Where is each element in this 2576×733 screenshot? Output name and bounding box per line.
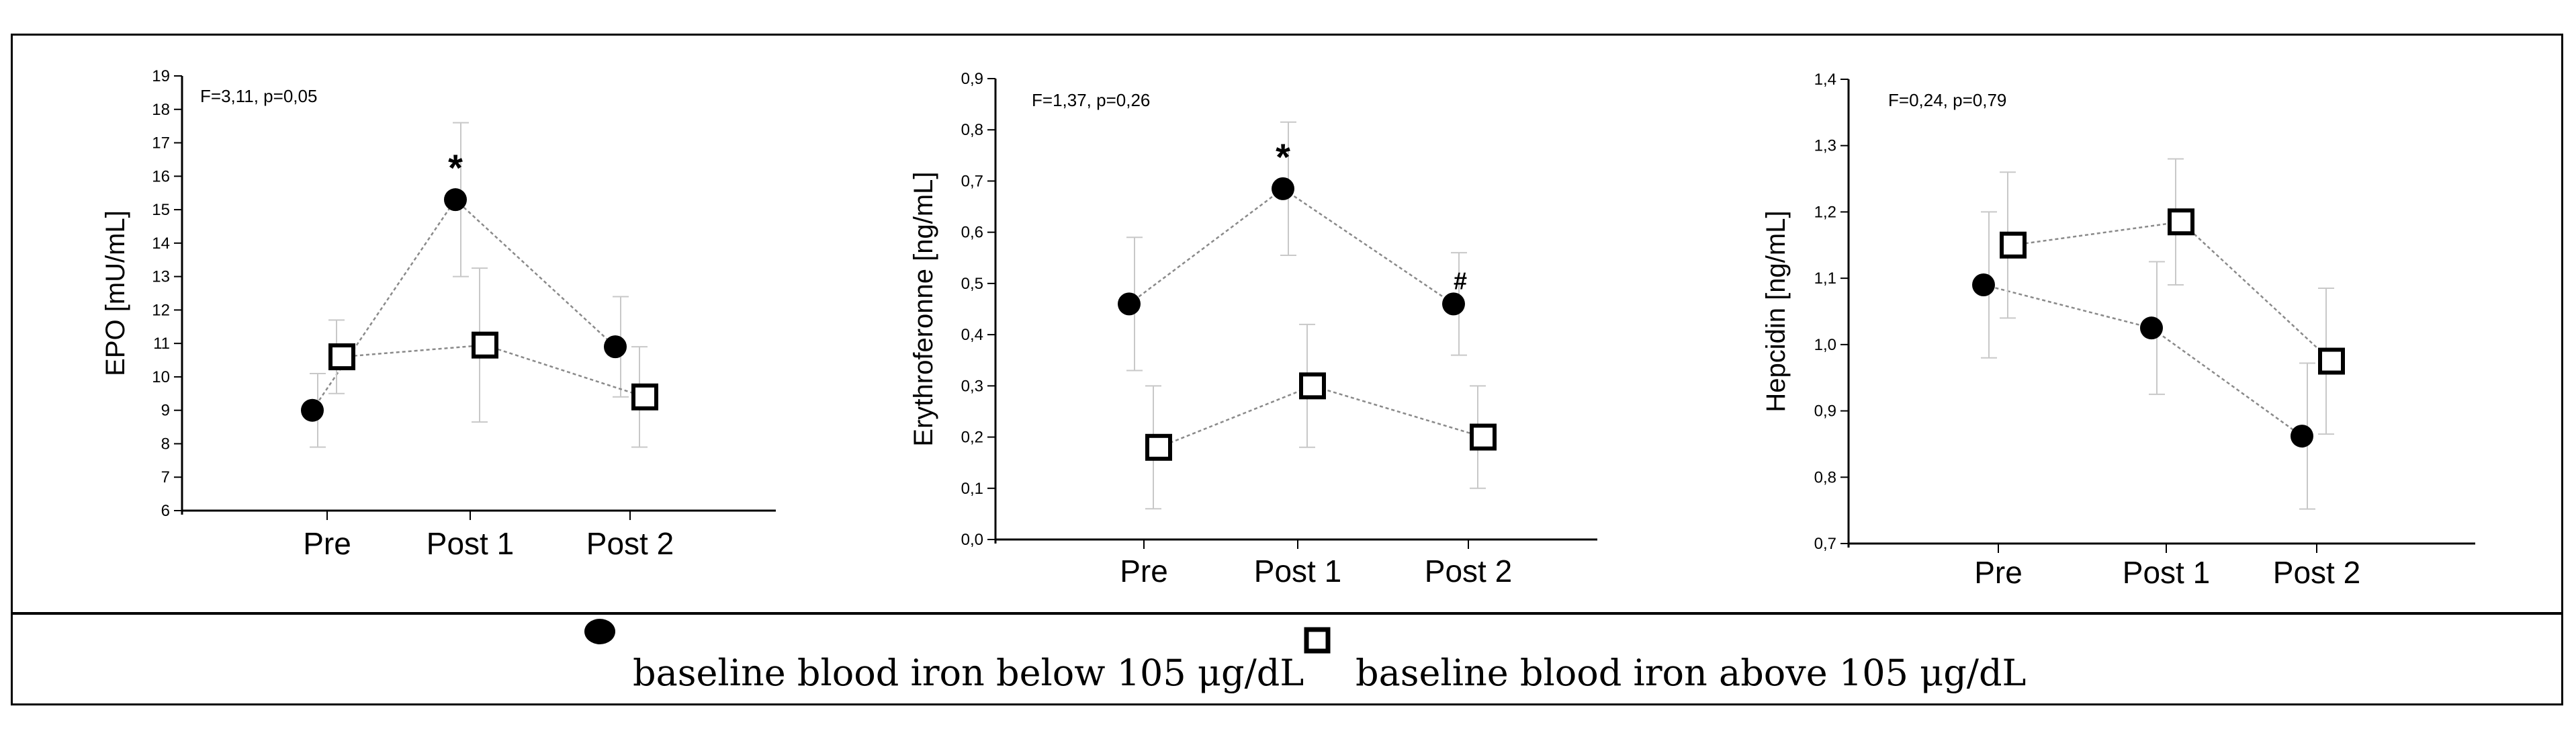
- legend-symbol-circle: [584, 619, 615, 644]
- y-tick-label: 18: [152, 101, 170, 119]
- y-tick-label: 8: [161, 435, 170, 453]
- data-point-circle: [444, 188, 467, 212]
- y-tick-label: 1,4: [1814, 71, 1836, 89]
- y-tick-label: 7: [161, 468, 170, 486]
- y-tick-label: 17: [152, 134, 170, 153]
- y-tick-label: 0,7: [1814, 535, 1836, 553]
- y-tick-label: 0,5: [961, 275, 983, 293]
- data-point-square: [631, 383, 658, 411]
- y-tick-label: 11: [153, 335, 170, 353]
- legend-label-below: baseline blood iron below 105 μg/dL: [633, 652, 1304, 694]
- y-tick-label: 0,9: [1814, 402, 1836, 421]
- data-point-square: [1145, 433, 1172, 461]
- x-tick-label: Post 1: [2123, 555, 2210, 590]
- series-line: [2012, 220, 2332, 362]
- series-line: [341, 344, 646, 398]
- y-tick-label: 16: [152, 167, 170, 185]
- data-point-circle: [2291, 425, 2313, 448]
- data-point-circle: [604, 335, 627, 359]
- y-tick-label: 10: [152, 368, 170, 386]
- data-point-square: [1470, 423, 1497, 451]
- y-tick-label: 12: [152, 301, 170, 319]
- significance-mark: *: [1276, 136, 1290, 178]
- y-tick-label: 0,9: [961, 70, 983, 88]
- data-point-square: [2000, 231, 2027, 259]
- y-tick-label: 9: [161, 402, 170, 420]
- y-axis-label: EPO [mU/mL]: [101, 210, 130, 376]
- legend-label-above: baseline blood iron above 105 μg/dL: [1356, 652, 2027, 694]
- x-tick-label: Post 2: [2273, 555, 2360, 590]
- y-tick-label: 6: [161, 502, 170, 520]
- series-line: [1983, 284, 2303, 437]
- data-point-square: [1299, 372, 1326, 400]
- figure-frame: [11, 34, 2563, 705]
- y-tick-label: 1,1: [1814, 269, 1836, 288]
- x-tick-label: Pre: [1974, 555, 2023, 590]
- data-point-circle: [301, 398, 324, 422]
- y-tick-label: 1,3: [1814, 137, 1836, 155]
- y-tick-label: 0,4: [961, 326, 983, 344]
- y-tick-label: 13: [152, 268, 170, 286]
- y-tick-label: 0,7: [961, 172, 983, 190]
- chart-panel-1: 6 7 8 9 10 11 12 13 14 15 16 17 18 19 Pre Post 1 Post 2 E…: [101, 67, 776, 561]
- data-point-square: [328, 343, 355, 371]
- stat-annotation: F=3,11, p=0,05: [200, 86, 317, 106]
- x-tick-label: Pre: [1120, 554, 1168, 589]
- x-tick-label: Post 2: [1425, 554, 1512, 589]
- significance-mark: #: [1454, 267, 1467, 294]
- legend-symbol-square: [1304, 627, 1331, 654]
- y-tick-label: 0,3: [961, 377, 983, 395]
- series-line: [311, 198, 616, 411]
- x-tick-label: Post 2: [586, 526, 674, 561]
- y-tick-label: 1,0: [1814, 336, 1836, 354]
- significance-mark: *: [448, 146, 463, 189]
- y-tick-label: 0,1: [961, 480, 983, 498]
- data-point-square: [2318, 347, 2345, 375]
- y-tick-label: 0,8: [961, 121, 983, 139]
- series-line: [1128, 187, 1454, 305]
- legend-divider: [11, 612, 2563, 615]
- y-tick-label: 0,0: [961, 531, 983, 549]
- data-point-circle: [2140, 316, 2163, 340]
- y-tick-label: 0,8: [1814, 468, 1836, 486]
- y-axis-label: Hepcidin [ng/mL]: [1761, 210, 1791, 412]
- chart-panel-3: 0,7 0,8 0,9 1,0 1,1 1,2 1,3 1,4 Pre Post 1 Post 2 H…: [1761, 71, 2475, 590]
- data-point-circle: [1118, 292, 1141, 316]
- y-tick-label: 15: [152, 201, 170, 219]
- chart-panel-2: 0,0 0,1 0,2 0,3 0,4 0,5 0,6 0,7 0,8 0,9 Pre Post 1 P…: [909, 70, 1597, 589]
- data-point-circle: [1272, 177, 1294, 200]
- data-point-square: [472, 331, 498, 359]
- x-tick-label: Post 1: [427, 526, 514, 561]
- y-tick-label: 1,2: [1814, 203, 1836, 221]
- data-point-circle: [1442, 292, 1465, 316]
- stat-annotation: F=0,24, p=0,79: [1888, 90, 2006, 110]
- x-tick-label: Post 1: [1254, 554, 1341, 589]
- y-axis-label: Erythroferonne [ng/mL]: [909, 171, 938, 446]
- x-tick-label: Pre: [303, 526, 351, 561]
- stat-annotation: F=1,37, p=0,26: [1032, 90, 1150, 110]
- y-tick-label: 14: [152, 234, 170, 253]
- data-point-square: [2168, 208, 2194, 236]
- y-tick-label: 0,2: [961, 429, 983, 447]
- y-tick-label: 0,6: [961, 224, 983, 242]
- data-point-circle: [1972, 273, 1995, 297]
- y-tick-label: 19: [152, 67, 170, 85]
